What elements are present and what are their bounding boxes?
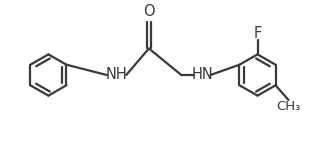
Text: NH: NH (106, 68, 127, 82)
Text: O: O (143, 4, 155, 19)
Text: HN: HN (192, 68, 213, 82)
Text: CH₃: CH₃ (276, 100, 301, 113)
Text: F: F (253, 26, 262, 40)
